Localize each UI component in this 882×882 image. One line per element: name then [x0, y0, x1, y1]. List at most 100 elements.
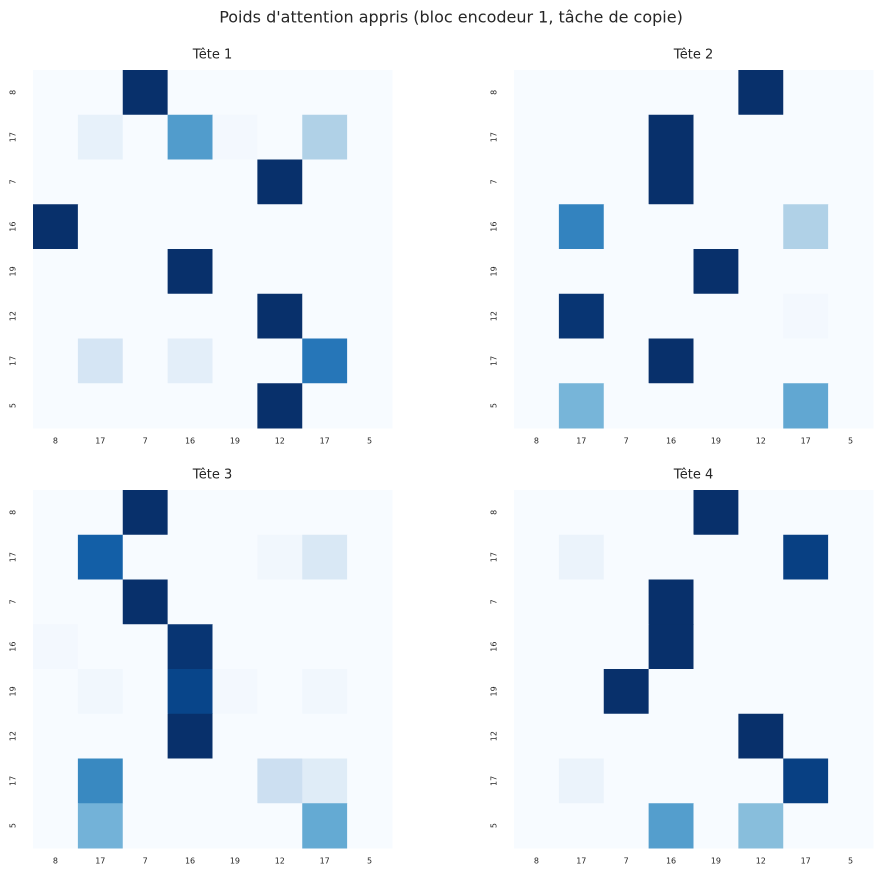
heatmap-cell	[167, 204, 213, 250]
heatmap-cell	[558, 534, 605, 580]
heatmap-cell	[514, 338, 560, 384]
heatmap-cell	[77, 624, 124, 670]
heatmap-cell	[257, 624, 303, 670]
heatmap-cell	[33, 204, 79, 250]
heatmap-cell	[558, 114, 605, 160]
subplot-title: Tête 4	[673, 468, 714, 483]
heatmap-cell	[693, 758, 739, 804]
heatmap-cell	[33, 490, 79, 536]
x-tick-label: 5	[848, 857, 853, 866]
heatmap-cell	[167, 490, 213, 536]
heatmap-cell	[558, 338, 605, 384]
heatmap-cell	[783, 713, 829, 759]
heatmap-cell	[648, 114, 694, 160]
heatmap-cell	[558, 293, 605, 339]
heatmap-cell	[783, 383, 829, 429]
y-tick-label: 5	[9, 403, 18, 408]
heatmap-cell	[514, 490, 560, 536]
y-tick-label: 5	[490, 823, 499, 828]
heatmap-cell	[514, 534, 560, 580]
heatmap-cell	[77, 490, 124, 536]
heatmap-cell	[558, 249, 605, 295]
heatmap-cell	[603, 204, 650, 250]
heatmap-cell	[783, 249, 829, 295]
heatmap-cell	[167, 293, 213, 339]
heatmap-cell	[122, 490, 169, 536]
heatmap-cell	[257, 579, 303, 625]
heatmap-cell	[514, 713, 560, 759]
heatmap-cell	[122, 624, 169, 670]
heatmap-cell	[257, 70, 303, 116]
heatmap-cell	[302, 579, 348, 625]
heatmap-cell	[514, 114, 560, 160]
heatmap-cell	[167, 338, 213, 384]
heatmap-cell	[693, 383, 739, 429]
x-tick-label: 16	[666, 857, 676, 866]
y-tick-label: 12	[9, 731, 18, 741]
heatmap-cell	[212, 159, 258, 205]
heatmap-cell	[77, 579, 124, 625]
heatmap-cell	[603, 159, 650, 205]
heatmap-cell	[693, 293, 739, 339]
x-tick-label: 12	[756, 437, 766, 446]
heatmap-cell	[33, 579, 79, 625]
heatmap-cell	[828, 758, 874, 804]
heatmap-cell	[347, 249, 393, 295]
heatmap-cell	[347, 669, 393, 715]
heatmap-cell	[77, 803, 124, 849]
heatmap-cell	[693, 579, 739, 625]
heatmap-cell	[167, 803, 213, 849]
x-tick-label: 5	[367, 857, 372, 866]
heatmap-cell	[347, 338, 393, 384]
heatmap-cell	[347, 70, 393, 116]
heatmap-cell	[603, 579, 650, 625]
heatmap-cell	[828, 803, 874, 849]
heatmap-cell	[828, 159, 874, 205]
heatmap-cell	[648, 293, 694, 339]
heatmap-cell	[302, 293, 348, 339]
x-tick-label: 19	[230, 857, 240, 866]
heatmap-cell	[347, 624, 393, 670]
heatmap-cell	[77, 293, 124, 339]
heatmap-cell	[122, 114, 169, 160]
heatmap-cell	[603, 490, 650, 536]
heatmap-cell	[347, 383, 393, 429]
heatmap-cell	[558, 579, 605, 625]
heatmap-cell	[33, 383, 79, 429]
y-tick-label: 16	[490, 222, 499, 232]
y-tick-label: 17	[9, 132, 18, 142]
heatmap-cell	[122, 159, 169, 205]
y-tick-label: 8	[9, 90, 18, 95]
heatmap-cell	[738, 534, 784, 580]
heatmap-cell	[738, 204, 784, 250]
heatmap-cell	[347, 204, 393, 250]
heatmap-cell	[167, 383, 213, 429]
heatmap-cell	[167, 534, 213, 580]
y-tick-label: 8	[490, 510, 499, 515]
y-tick-label: 17	[9, 356, 18, 366]
heatmap-cell	[648, 383, 694, 429]
heatmap-cell	[33, 159, 79, 205]
heatmap-cell	[122, 713, 169, 759]
heatmap-cell	[167, 624, 213, 670]
heatmap-cell	[212, 490, 258, 536]
heatmap-cell	[122, 70, 169, 116]
y-tick-label: 17	[9, 776, 18, 786]
heatmap-cell	[603, 338, 650, 384]
heatmap-cell	[828, 579, 874, 625]
y-tick-label: 12	[9, 311, 18, 321]
heatmap-cell	[558, 803, 605, 849]
heatmap-cell	[738, 338, 784, 384]
heatmap-cell	[302, 338, 348, 384]
heatmap-cell	[167, 758, 213, 804]
heatmap-cell	[212, 669, 258, 715]
x-tick-label: 17	[320, 437, 330, 446]
heatmap-cell	[738, 713, 784, 759]
heatmap-cell	[648, 159, 694, 205]
heatmap-cell	[257, 114, 303, 160]
x-tick-label: 5	[367, 437, 372, 446]
heatmap-cell	[738, 70, 784, 116]
heatmap-cell	[167, 669, 213, 715]
y-tick-label: 8	[9, 510, 18, 515]
